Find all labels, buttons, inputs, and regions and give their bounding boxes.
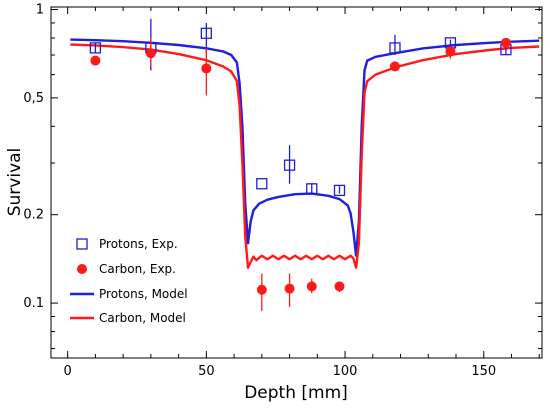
legend-label: Carbon, Model	[99, 311, 186, 325]
legend: Protons, Exp. Carbon, Exp. Protons, Model C…	[70, 237, 188, 325]
data-point-carbon	[389, 61, 400, 72]
y-axis-label: Survival	[5, 148, 25, 217]
data-point-carbon	[334, 281, 345, 292]
x-tick-label: 100	[333, 364, 358, 379]
data-point-protons	[200, 27, 212, 39]
x-tick-label: 150	[471, 364, 496, 379]
data-point-protons	[283, 159, 296, 171]
axes-layer: 0 50 100 150 0.1 0.2 0,5 1	[23, 3, 542, 379]
data-point-carbon	[306, 281, 317, 292]
y-tick-label: 0,5	[23, 91, 44, 106]
data-point-protons	[389, 42, 401, 54]
model-line-protons	[70, 38, 540, 257]
model-line-carbon	[70, 43, 540, 269]
data-point-carbon	[90, 55, 101, 66]
data-point-protons	[256, 178, 268, 190]
y-tick-label: 1	[36, 3, 44, 18]
y-tick-label: 0.1	[23, 296, 44, 311]
data-point-carbon	[284, 283, 295, 294]
legend-swatch	[76, 238, 88, 250]
x-axis-label: Depth [mm]	[244, 383, 348, 403]
legend-label: Carbon, Exp.	[99, 262, 176, 276]
series-layer	[70, 18, 540, 311]
x-tick-label: 50	[198, 364, 215, 379]
data-point-carbon	[201, 63, 212, 74]
y-tick-label: 0.2	[23, 208, 44, 223]
data-point-protons	[333, 184, 346, 197]
legend-label: Protons, Model	[99, 287, 188, 301]
legend-label: Protons, Exp.	[99, 237, 178, 251]
data-point-protons	[306, 183, 318, 195]
data-point-carbon	[256, 284, 267, 295]
plot-area-frame	[50, 6, 543, 359]
data-point-carbon	[500, 37, 511, 48]
data-point-carbon	[445, 46, 456, 57]
data-point-carbon	[145, 48, 156, 59]
x-tick-label: 0	[64, 364, 72, 379]
legend-swatch	[77, 264, 87, 274]
data-point-protons	[89, 42, 102, 54]
